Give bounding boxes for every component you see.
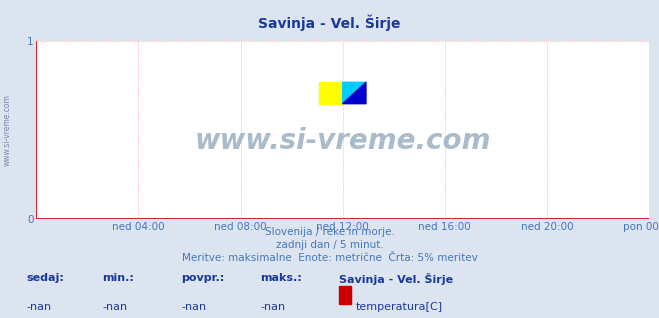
- Text: -nan: -nan: [26, 302, 51, 312]
- Text: zadnji dan / 5 minut.: zadnji dan / 5 minut.: [275, 240, 384, 250]
- Text: www.si-vreme.com: www.si-vreme.com: [3, 94, 11, 166]
- Text: Savinja - Vel. Širje: Savinja - Vel. Širje: [258, 14, 401, 31]
- Text: -nan: -nan: [260, 302, 285, 312]
- Polygon shape: [343, 82, 366, 104]
- Text: temperatura[C]: temperatura[C]: [356, 302, 443, 312]
- Text: Slovenija / reke in morje.: Slovenija / reke in morje.: [264, 227, 395, 237]
- Text: -nan: -nan: [102, 302, 127, 312]
- Text: min.:: min.:: [102, 273, 134, 283]
- Text: maks.:: maks.:: [260, 273, 302, 283]
- Text: Savinja - Vel. Širje: Savinja - Vel. Širje: [339, 273, 453, 286]
- Polygon shape: [320, 82, 343, 104]
- Text: sedaj:: sedaj:: [26, 273, 64, 283]
- Text: Meritve: maksimalne  Enote: metrične  Črta: 5% meritev: Meritve: maksimalne Enote: metrične Črta…: [182, 253, 477, 263]
- Text: www.si-vreme.com: www.si-vreme.com: [194, 127, 491, 155]
- Text: -nan: -nan: [181, 302, 206, 312]
- Text: povpr.:: povpr.:: [181, 273, 225, 283]
- Polygon shape: [343, 82, 366, 104]
